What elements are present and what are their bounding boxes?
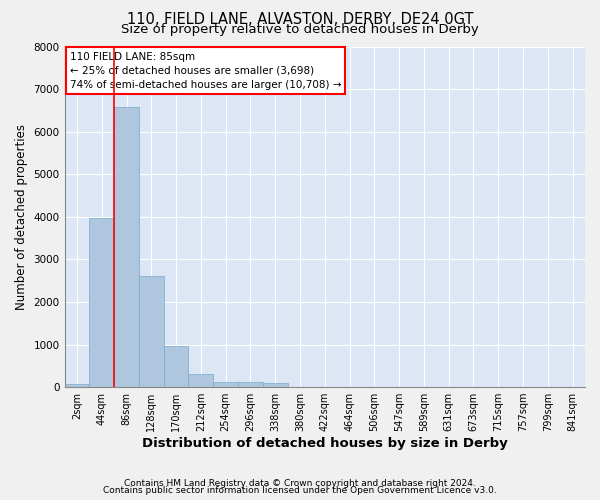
Bar [213, 382, 238, 387]
Bar [263, 384, 287, 387]
Bar [238, 382, 263, 387]
Bar [164, 346, 188, 387]
Text: Contains public sector information licensed under the Open Government Licence v3: Contains public sector information licen… [103, 486, 497, 495]
Y-axis label: Number of detached properties: Number of detached properties [15, 124, 28, 310]
Bar [89, 218, 114, 387]
Text: Size of property relative to detached houses in Derby: Size of property relative to detached ho… [121, 22, 479, 36]
Text: Contains HM Land Registry data © Crown copyright and database right 2024.: Contains HM Land Registry data © Crown c… [124, 478, 476, 488]
X-axis label: Distribution of detached houses by size in Derby: Distribution of detached houses by size … [142, 437, 508, 450]
Text: 110 FIELD LANE: 85sqm
← 25% of detached houses are smaller (3,698)
74% of semi-d: 110 FIELD LANE: 85sqm ← 25% of detached … [70, 52, 341, 90]
Bar [114, 107, 139, 387]
Bar [188, 374, 213, 387]
Bar [65, 384, 89, 387]
Text: 110, FIELD LANE, ALVASTON, DERBY, DE24 0GT: 110, FIELD LANE, ALVASTON, DERBY, DE24 0… [127, 12, 473, 28]
Bar [139, 276, 164, 387]
